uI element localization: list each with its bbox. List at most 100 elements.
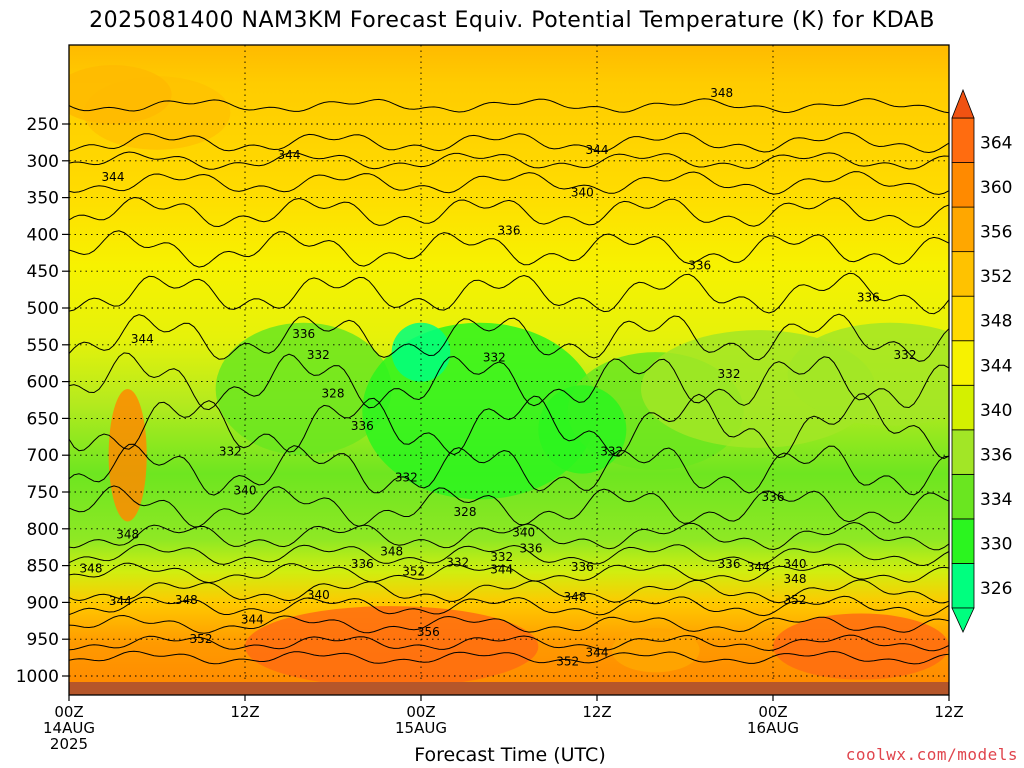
colorbar-segment	[951, 206, 975, 253]
contour-label: 344	[109, 594, 132, 608]
contour-label: 344	[586, 143, 609, 157]
contour-line	[69, 230, 949, 268]
field-patch	[787, 322, 949, 426]
contour-label: 352	[784, 593, 807, 607]
colorbar-segment	[951, 473, 975, 520]
contour-label: 344	[490, 562, 513, 576]
y-tick-label: 550	[27, 336, 59, 356]
colorbar-tick-label: 334	[980, 490, 1012, 510]
y-axis: 250 300 350 400 450 500 550 600 650 700 750 800 850 9…	[16, 115, 69, 687]
y-tick-label: 750	[27, 483, 59, 503]
field-patch	[773, 613, 949, 680]
y-tick-label: 350	[27, 189, 59, 209]
contour-label: 348	[80, 562, 103, 576]
contour-label: 332	[307, 348, 330, 362]
contour-label: 344	[241, 612, 264, 626]
x-tick-label: 15AUG	[395, 719, 447, 737]
colorbar-tick-label: 330	[980, 535, 1012, 555]
contour-label: 352	[190, 632, 213, 646]
colorbar-segment	[951, 117, 975, 163]
contour-label: 336	[351, 557, 374, 571]
field-patch	[611, 628, 700, 673]
y-tick-label: 700	[27, 446, 59, 466]
contour-label: 356	[417, 625, 440, 639]
colorbar-tick-label: 352	[980, 267, 1012, 287]
y-tick-label: 800	[27, 520, 59, 540]
y-tick-label: 850	[27, 557, 59, 577]
x-tick-label: 2025	[50, 735, 88, 753]
colorbar-tick-label: 360	[980, 178, 1012, 198]
contour-line	[69, 443, 949, 496]
x-tick-label: 00Z	[406, 703, 435, 721]
colorbar-segment	[951, 563, 975, 609]
contour-label: 348	[116, 528, 139, 542]
contour-line	[69, 171, 949, 195]
y-tick-label: 600	[27, 373, 59, 393]
contour-label: 332	[490, 550, 513, 564]
y-tick-label: 250	[27, 115, 59, 135]
x-tick-label: 12Z	[230, 703, 259, 721]
contour-label: 348	[380, 545, 403, 559]
field-patch	[108, 388, 147, 522]
y-tick-label: 400	[27, 225, 59, 245]
contour-label: 328	[322, 386, 345, 400]
contour-label: 344	[278, 148, 301, 162]
colorbar-segment	[951, 340, 975, 386]
contour-label: 332	[718, 367, 741, 381]
chart-title: 2025081400 NAM3KM Forecast Equiv. Potent…	[89, 8, 935, 33]
contour-label: 336	[351, 419, 374, 433]
contour-label: 344	[102, 170, 125, 184]
contour-label: 332	[894, 348, 917, 362]
colorbar-segment	[951, 295, 975, 342]
contour-label: 348	[710, 86, 733, 100]
contour-line	[69, 313, 949, 362]
x-tick-label: 00Z	[758, 703, 787, 721]
contour-line	[69, 650, 949, 665]
contour-line	[69, 485, 949, 528]
ground-band	[69, 682, 949, 695]
contour-label: 348	[564, 590, 587, 604]
contour-line	[69, 543, 949, 567]
contour-label: 344	[747, 560, 770, 574]
contour-line	[69, 521, 949, 551]
field-patch	[538, 385, 627, 474]
x-tick-label: 16AUG	[747, 719, 799, 737]
contour-label: 336	[762, 490, 785, 504]
colorbar-tick-label: 336	[980, 445, 1012, 465]
colorbar-tick-label: 356	[980, 223, 1012, 243]
colorbar-segment	[951, 429, 975, 475]
contour-label: 336	[292, 327, 315, 341]
contour-line	[69, 562, 949, 584]
contour-label: 336	[688, 258, 711, 272]
contour-lines	[69, 98, 949, 665]
contour-label: 344	[131, 332, 154, 346]
plot-frame	[68, 44, 950, 696]
y-tick-label: 300	[27, 152, 59, 172]
contour-line	[69, 579, 949, 604]
contour-label: 340	[571, 185, 594, 199]
colorbar-segment	[951, 518, 975, 564]
field-patch	[244, 606, 539, 688]
colorbar: 326 330 334 336 340 344 348 352 356 360 364	[951, 88, 1012, 633]
x-tick-label: 12Z	[582, 703, 611, 721]
contour-label: 348	[175, 593, 198, 607]
contour-label: 336	[718, 557, 741, 571]
contour-label: 332	[219, 445, 242, 459]
y-tick-label: 650	[27, 409, 59, 429]
x-tick-label: 00Z	[54, 703, 83, 721]
contour-line	[69, 98, 949, 114]
contour-label: 352	[556, 654, 579, 668]
y-tick-label: 450	[27, 262, 59, 282]
contour-label: 336	[571, 560, 594, 574]
contour-label: 340	[512, 525, 535, 539]
credit-link[interactable]: coolwx.com/models	[845, 745, 1018, 764]
contour-line	[69, 393, 949, 460]
y-tick-label: 900	[27, 593, 59, 613]
colorbar-tick-label: 348	[980, 312, 1012, 332]
field-patch	[69, 65, 172, 124]
contour-label: 332	[446, 556, 469, 570]
x-tick-label: 14AUG	[43, 719, 95, 737]
y-tick-label: 950	[27, 630, 59, 650]
